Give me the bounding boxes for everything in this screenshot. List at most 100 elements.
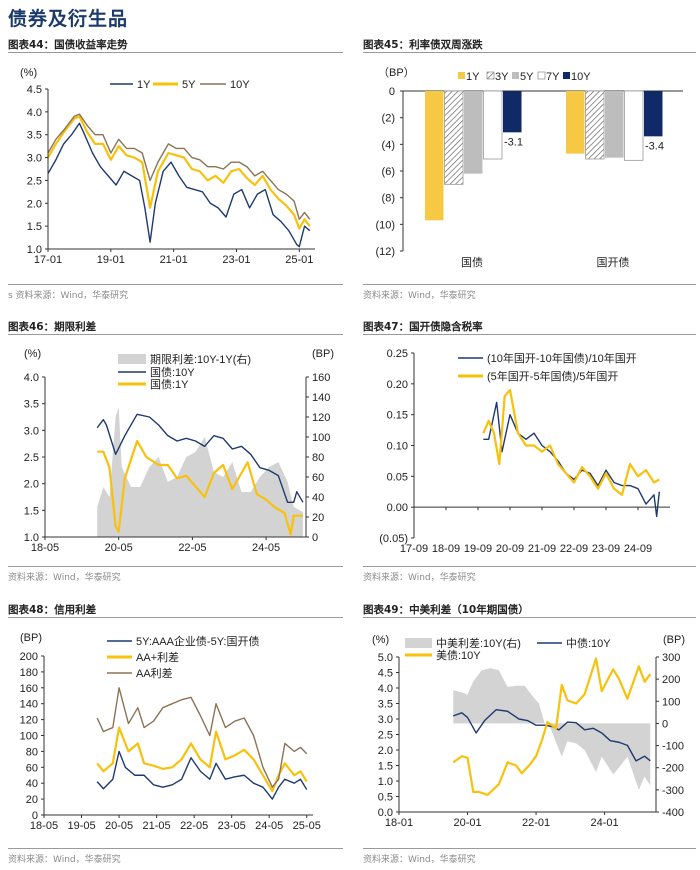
y-tick-label: 4.0 (24, 372, 39, 384)
figure-number: 图表49： (363, 604, 410, 616)
x-tick-label: 18-09 (432, 543, 460, 555)
line-series-1 (47, 115, 311, 230)
category-label: 国债 (461, 255, 483, 269)
figure-caption: 国债收益率走势 (54, 39, 128, 51)
legend-swatch (512, 72, 519, 79)
y-right-tick-label: -200 (662, 763, 684, 775)
area-series-0 (97, 407, 303, 537)
source-divider (8, 284, 343, 285)
y-right-tick-label: 100 (312, 432, 330, 444)
y-axis-unit-left: （BP） (378, 66, 415, 79)
x-tick-label: 24-09 (624, 543, 652, 555)
x-tick-label: 20-05 (105, 542, 133, 554)
line-series-2 (452, 657, 652, 797)
line-series-1 (96, 413, 304, 504)
x-tick-label: 25-01 (285, 254, 313, 266)
y-tick-label: 2.5 (378, 730, 393, 742)
figure-49-title: 图表49：中美利差（10年期国债） (363, 603, 529, 617)
x-tick-label: 25-05 (293, 820, 321, 832)
y-tick-label: 4.0 (378, 683, 393, 695)
line-series-2 (96, 687, 308, 788)
y-tick-label: 4.5 (378, 668, 393, 680)
y-tick-label: 3.5 (378, 699, 393, 711)
x-tick-label: 21-05 (143, 820, 171, 832)
y-tick-label: 3.0 (24, 425, 39, 437)
figure-caption: 中美利差（10年期国债） (409, 604, 529, 616)
figure-number: 图表46： (8, 321, 55, 333)
y-tick-label: 0.00 (387, 502, 408, 514)
x-tick-label: 18-01 (385, 817, 413, 829)
bar-3y (444, 90, 464, 185)
y-tick-label: 20 (26, 794, 38, 806)
source-note: 资料来源：Wind，华泰研究 (363, 855, 476, 865)
source-note: 资料来源：Wind，华泰研究 (363, 291, 476, 301)
bar-3y (585, 90, 605, 160)
y-right-tick-label: 0 (662, 718, 668, 730)
bar-data-label: -3.1 (504, 136, 523, 148)
y-tick-label: 1.0 (27, 244, 42, 256)
legend-label: 国债:10Y (150, 365, 195, 379)
x-tick-label: 18-05 (30, 820, 58, 832)
source-note: s 资料来源：Wind，华泰研究 (8, 291, 129, 301)
source-divider (8, 566, 343, 567)
legend-label: 3Y (495, 71, 509, 83)
line-series-0 (96, 750, 308, 800)
legend-swatch (486, 71, 495, 80)
y-tick-label: 2.5 (27, 175, 42, 187)
x-tick-label: 23-05 (218, 820, 246, 832)
y-tick-label: 3.0 (27, 153, 42, 165)
figure-number: 图表44： (8, 39, 55, 51)
y-axis-unit-right: (BP) (312, 348, 334, 360)
figure-46-title: 图表46：期限利差 (8, 320, 96, 334)
legend-label: (5年国开-5年国债)/5年国开 (487, 369, 618, 383)
y-tick-label: 1.5 (27, 221, 42, 233)
y-tick-label: 0.15 (387, 410, 408, 422)
title-divider (363, 617, 696, 618)
bar-7y (624, 90, 644, 161)
legend-label: 5Y (520, 71, 534, 83)
legend-swatch (563, 72, 570, 79)
y-axis-unit-left: (%) (372, 634, 389, 646)
legend-label: 国债:1Y (150, 377, 189, 391)
bar-5y (464, 91, 483, 174)
y-tick-label: 80 (26, 746, 38, 758)
y-tick-label: 40 (26, 778, 38, 790)
figure-44-title: 图表44：国债收益率走势 (8, 38, 128, 52)
y-tick-label: 100 (20, 731, 38, 743)
source-divider (8, 848, 343, 849)
bar-5y (605, 91, 624, 158)
y-tick-label: (12) (375, 246, 395, 258)
y-right-tick-label: 300 (662, 652, 680, 664)
title-divider (8, 52, 343, 53)
legend-label: 中债:10Y (566, 636, 611, 650)
y-tick-label: 0 (32, 810, 38, 822)
y-tick-label: 0.20 (387, 379, 408, 391)
figure-number: 图表47： (363, 321, 410, 333)
section-title: 债券及衍生品 (8, 8, 129, 30)
title-divider (363, 52, 696, 53)
bar-10y (503, 91, 522, 133)
y-right-tick-label: 20 (312, 512, 324, 524)
y-tick-label: 4.0 (27, 107, 42, 119)
y-tick-label: 0.25 (387, 348, 408, 360)
title-divider (8, 617, 343, 618)
y-axis-unit-left: (%) (20, 67, 37, 79)
x-tick-label: 19-05 (67, 820, 95, 832)
legend-label: 1Y (137, 79, 151, 91)
x-tick-label: 22-09 (560, 543, 588, 555)
y-tick-label: 1.0 (24, 532, 39, 544)
y-tick-label: (4) (382, 139, 395, 151)
y-right-tick-label: 200 (662, 674, 680, 686)
x-tick-label: 24-01 (591, 817, 619, 829)
bar-7y (483, 90, 503, 160)
figure-caption: 期限利差 (54, 321, 97, 333)
bar-data-label: -3.4 (645, 140, 664, 152)
line-series-1 (96, 726, 308, 793)
y-right-tick-label: 0 (312, 532, 318, 544)
y-right-tick-label: 160 (312, 372, 330, 384)
bar-1y (425, 91, 444, 221)
x-tick-label: 17-09 (400, 543, 428, 555)
y-right-tick-label: 100 (662, 696, 680, 708)
y-tick-label: 0 (389, 86, 395, 98)
